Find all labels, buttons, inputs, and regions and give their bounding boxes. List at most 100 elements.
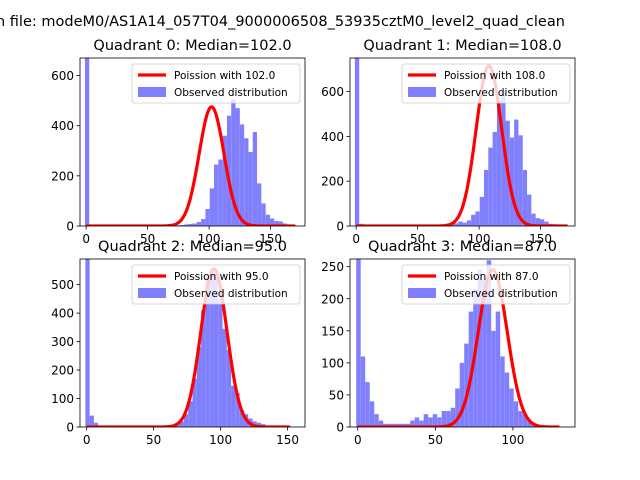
histogram-bar (504, 372, 510, 427)
histogram-bar (518, 410, 523, 427)
legend: Poission with 108.0 Observed distribution (401, 63, 571, 104)
histogram-bar (213, 273, 219, 427)
y-tick-label: 100 (321, 356, 344, 370)
histogram-bar (509, 388, 514, 427)
y-tick-label: 300 (51, 335, 74, 349)
histogram-bar (428, 417, 433, 427)
histogram-bar (509, 137, 515, 226)
histogram-bar (383, 423, 388, 427)
legend-observed-swatch (138, 87, 166, 97)
histogram-bar (183, 414, 189, 427)
quadrant-2-chart: 0 50 100 150 0 100 200 300 400 500 Quadrant 2: Med… (51, 239, 306, 447)
y-tick-label: 250 (321, 260, 344, 274)
axes-frame (349, 258, 576, 428)
histogram-bar (179, 224, 184, 226)
histogram-bar (501, 91, 506, 226)
histogram-bar (205, 277, 210, 427)
histogram-bar (278, 221, 283, 226)
histogram-bar (222, 135, 227, 226)
histogram-bar (85, 259, 90, 427)
histogram-bar (522, 170, 528, 226)
legend: Poission with 95.0 Observed distribution (131, 264, 301, 305)
quadrant-0-chart: 0 50 100 150 0 200 400 600 Quadrant 0: Median=10… (51, 38, 306, 246)
histogram-bar (231, 385, 236, 427)
x-tick-label: 50 (410, 232, 425, 246)
histogram-bar (455, 388, 460, 427)
histogram-bar (192, 378, 197, 427)
histogram-bar (544, 221, 549, 226)
histogram-bar (396, 423, 402, 427)
histogram-bar (387, 423, 393, 427)
histogram-bar (248, 152, 253, 226)
histogram-bar (482, 279, 487, 427)
histogram-bar (360, 356, 366, 427)
y-tick-label: 100 (51, 392, 74, 406)
x-tick-label: 50 (428, 433, 443, 447)
legend-observed-swatch (408, 87, 436, 97)
y-tick-label: 150 (321, 324, 344, 338)
quadrant-3-histogram (356, 259, 541, 427)
legend-observed-swatch (408, 288, 436, 298)
figure-suptitle: n file: modeM0/AS1A14_057T04_9000006508_… (0, 14, 565, 30)
histogram-bar (527, 194, 532, 226)
y-tick-label: 0 (66, 220, 74, 234)
histogram-bar (209, 188, 215, 226)
histogram-bar (446, 410, 451, 427)
poisson-curve (85, 267, 292, 427)
quadrant-3-title: Quadrant 3: Median=87.0 (368, 239, 557, 255)
x-tick-label: 0 (82, 232, 90, 246)
x-tick-label: 50 (140, 232, 155, 246)
histogram-bar (495, 311, 501, 427)
histogram-bar (471, 214, 476, 226)
histogram-bar (432, 414, 438, 427)
x-tick-label: 0 (352, 232, 360, 246)
histogram-bar (479, 196, 485, 226)
histogram-bar (201, 218, 206, 226)
y-tick-label: 200 (321, 175, 344, 189)
histogram-bar (459, 362, 465, 427)
histogram-bar (539, 219, 545, 226)
histogram-bar (527, 420, 532, 427)
histogram-bar (235, 108, 240, 226)
histogram-bar (410, 420, 415, 427)
histogram-bar (513, 401, 519, 427)
histogram-bar (183, 224, 189, 226)
histogram-bar (522, 414, 528, 427)
histogram-bar (423, 414, 429, 427)
histogram-bar (414, 417, 420, 427)
quadrant-3-chart: 0 50 100 0 50 100 150 200 250 Quadrant 3: Median=… (321, 239, 576, 447)
histogram-bar (356, 259, 361, 427)
legend-poisson-label: Poission with 87.0 (444, 271, 539, 283)
histogram-bar (218, 159, 223, 226)
legend: Poission with 102.0 Observed distribution (131, 63, 301, 104)
histogram-bar (269, 218, 275, 226)
legend-observed-label: Observed distribution (174, 87, 288, 99)
legend-box (401, 264, 571, 305)
histogram-bar (354, 58, 360, 226)
histogram-bar (475, 211, 480, 226)
histogram-bar (239, 124, 245, 226)
x-tick-label: 0 (83, 433, 91, 447)
x-tick-label: 100 (198, 232, 221, 246)
histogram-bar (239, 409, 244, 427)
legend-observed-label: Observed distribution (444, 288, 558, 300)
y-tick-label: 600 (51, 69, 74, 83)
histogram-bar (484, 170, 489, 226)
histogram-bar (192, 223, 197, 226)
histogram-bar (441, 410, 447, 427)
histogram-bar (244, 138, 249, 226)
y-tick-label: 400 (321, 130, 344, 144)
quadrant-0-title: Quadrant 0: Median=102.0 (93, 38, 291, 54)
histogram-bar (462, 222, 467, 226)
histogram-bar (464, 343, 469, 427)
histogram-bar (518, 135, 523, 226)
x-tick-label: 100 (209, 433, 232, 447)
legend-poisson-label: Poission with 95.0 (174, 271, 269, 283)
histogram-bar (458, 221, 463, 226)
y-tick-label: 400 (51, 307, 74, 321)
x-tick-label: 150 (259, 232, 282, 246)
histogram-bar (437, 417, 442, 427)
histogram-bar (261, 203, 266, 226)
axes-frame (349, 57, 576, 227)
